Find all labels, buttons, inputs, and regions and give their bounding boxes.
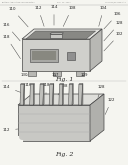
Text: 128: 128 bbox=[104, 21, 124, 41]
Polygon shape bbox=[53, 84, 54, 105]
Text: 128: 128 bbox=[98, 85, 105, 97]
Polygon shape bbox=[53, 71, 61, 76]
Text: 116: 116 bbox=[3, 23, 20, 41]
Polygon shape bbox=[72, 84, 73, 105]
Text: 130: 130 bbox=[20, 73, 28, 77]
Text: 104: 104 bbox=[99, 6, 108, 26]
Text: 102: 102 bbox=[104, 32, 124, 51]
Text: Fig. 1: Fig. 1 bbox=[55, 77, 73, 82]
Polygon shape bbox=[28, 71, 36, 76]
Polygon shape bbox=[62, 84, 64, 105]
Text: 106: 106 bbox=[104, 12, 121, 29]
Text: 112: 112 bbox=[3, 128, 18, 132]
Text: 112: 112 bbox=[34, 6, 44, 26]
Polygon shape bbox=[24, 84, 25, 105]
Polygon shape bbox=[50, 34, 62, 38]
Polygon shape bbox=[22, 39, 90, 71]
Polygon shape bbox=[78, 84, 82, 105]
Polygon shape bbox=[39, 84, 44, 105]
Text: Dec. 13, 2011: Dec. 13, 2011 bbox=[57, 2, 71, 3]
Text: 114: 114 bbox=[3, 85, 22, 93]
Text: 116: 116 bbox=[24, 83, 34, 92]
Polygon shape bbox=[49, 84, 53, 105]
Text: 114: 114 bbox=[50, 5, 58, 25]
Text: 109: 109 bbox=[80, 73, 88, 77]
Polygon shape bbox=[18, 105, 90, 141]
Text: Fig. 2: Fig. 2 bbox=[55, 152, 73, 157]
Polygon shape bbox=[33, 84, 34, 105]
Text: 122: 122 bbox=[105, 98, 115, 115]
Polygon shape bbox=[50, 33, 63, 34]
Polygon shape bbox=[22, 29, 102, 39]
Polygon shape bbox=[30, 84, 34, 105]
Text: 108: 108 bbox=[63, 6, 76, 27]
Text: US 2011/0045454 A1: US 2011/0045454 A1 bbox=[105, 1, 126, 3]
Polygon shape bbox=[32, 51, 56, 60]
Polygon shape bbox=[67, 52, 75, 60]
Polygon shape bbox=[20, 84, 24, 105]
Polygon shape bbox=[90, 29, 102, 71]
Text: 118: 118 bbox=[42, 83, 50, 94]
Polygon shape bbox=[82, 84, 83, 105]
Polygon shape bbox=[59, 84, 63, 105]
Polygon shape bbox=[18, 94, 104, 105]
Polygon shape bbox=[26, 31, 96, 39]
Text: 108: 108 bbox=[58, 84, 68, 95]
Polygon shape bbox=[90, 94, 104, 141]
Polygon shape bbox=[76, 71, 84, 76]
Text: 110: 110 bbox=[8, 7, 28, 27]
Text: Battery Application Fundamentals: Battery Application Fundamentals bbox=[2, 2, 35, 3]
Text: 118: 118 bbox=[3, 35, 20, 59]
Polygon shape bbox=[30, 49, 58, 62]
Polygon shape bbox=[43, 84, 44, 105]
Polygon shape bbox=[69, 84, 73, 105]
Text: 107: 107 bbox=[51, 73, 59, 77]
